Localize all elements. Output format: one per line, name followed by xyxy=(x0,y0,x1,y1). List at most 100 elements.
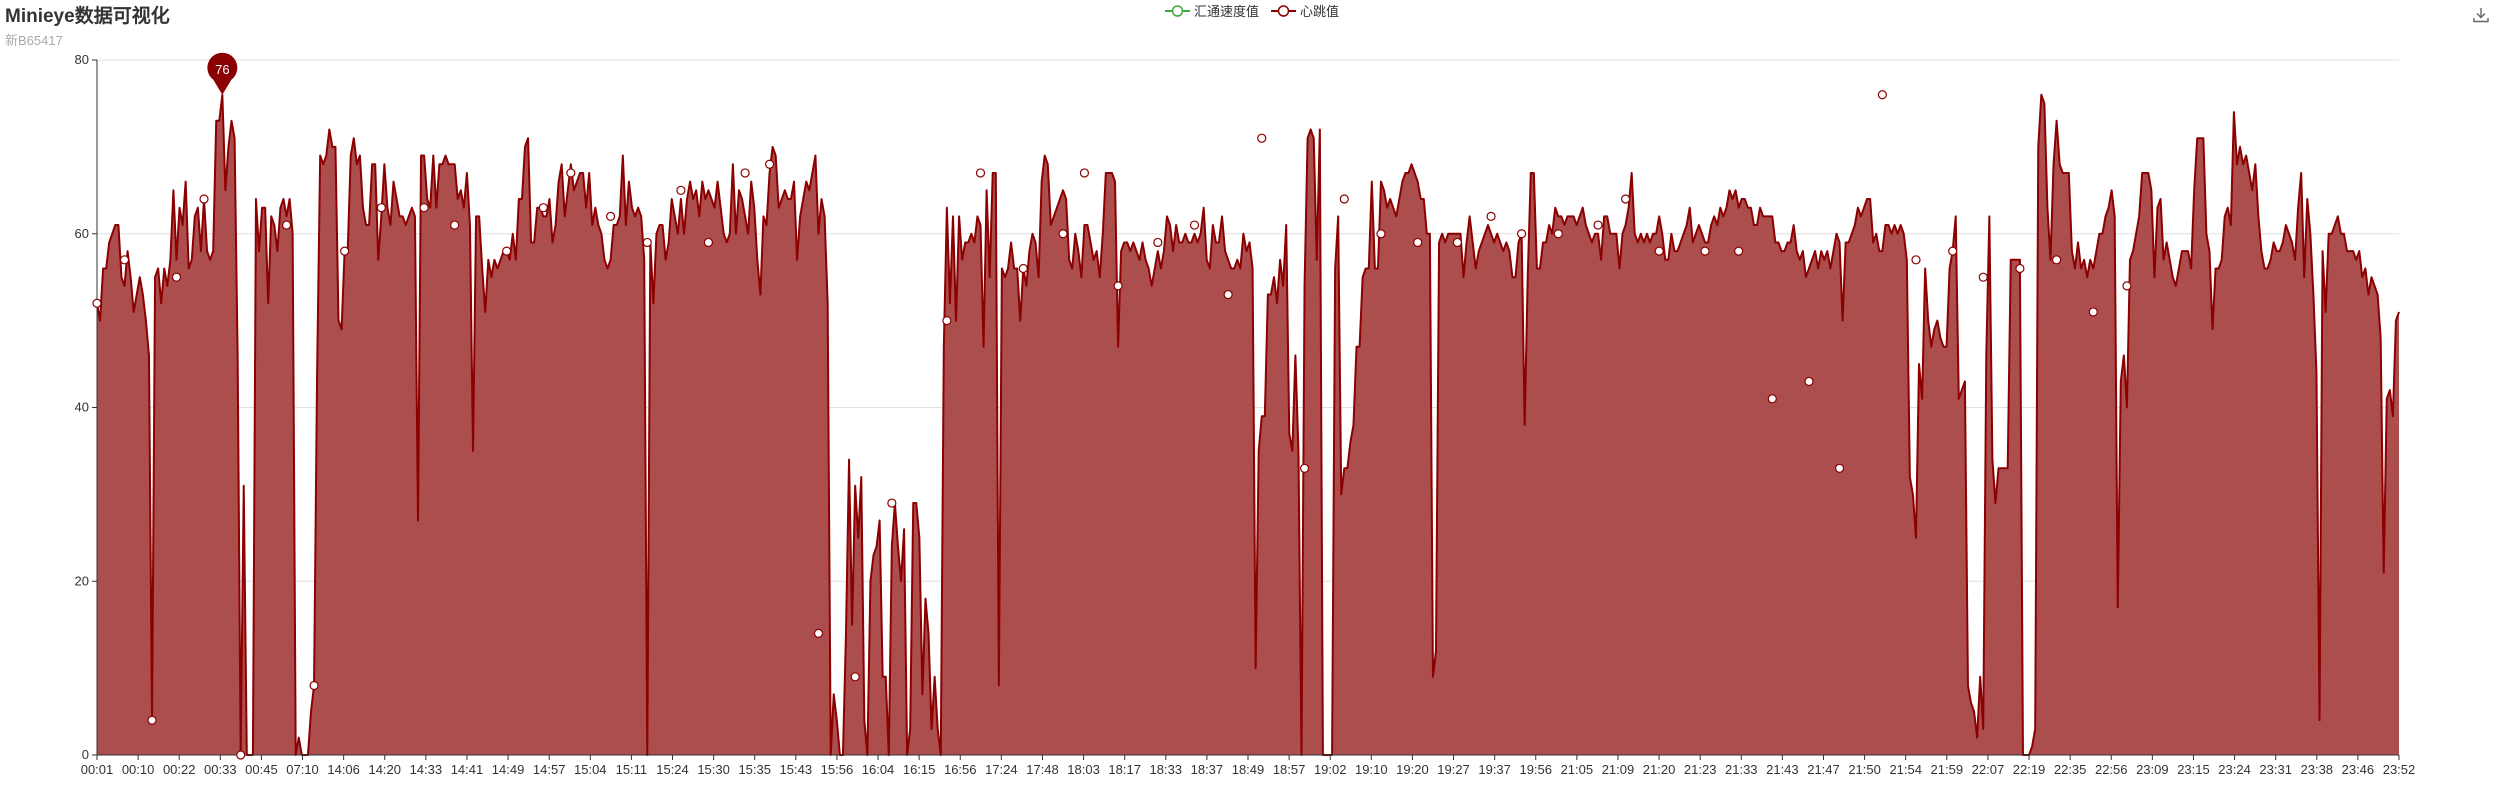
data-point-marker[interactable] xyxy=(942,316,952,326)
x-tick-label: 18:57 xyxy=(1273,762,1306,777)
legend-item-heartbeat[interactable]: 心跳值 xyxy=(1271,1,1339,20)
x-tick-label: 21:05 xyxy=(1561,762,1594,777)
x-tick-label: 23:09 xyxy=(2136,762,2169,777)
x-tick-label: 14:33 xyxy=(410,762,443,777)
data-point-marker[interactable] xyxy=(1834,463,1845,473)
x-tick-label: 21:23 xyxy=(1684,762,1717,777)
x-tick-label: 22:07 xyxy=(1972,762,2005,777)
data-point-marker[interactable] xyxy=(887,498,897,508)
data-point-marker[interactable] xyxy=(1948,246,1958,256)
x-tick-label: 23:46 xyxy=(2342,762,2375,777)
data-point-marker[interactable] xyxy=(1877,90,1887,100)
data-point-marker[interactable] xyxy=(1804,376,1814,387)
data-point-marker[interactable] xyxy=(1620,194,1631,204)
x-tick-label: 14:20 xyxy=(368,762,401,777)
x-tick-label: 00:01 xyxy=(81,762,114,777)
data-point-marker[interactable] xyxy=(119,255,130,265)
data-point-marker[interactable] xyxy=(566,168,576,178)
data-point-marker[interactable] xyxy=(605,211,616,221)
data-point-marker[interactable] xyxy=(2052,255,2062,265)
download-button[interactable] xyxy=(2472,6,2490,29)
y-tick-label: 40 xyxy=(75,400,89,415)
data-point-marker[interactable] xyxy=(1299,463,1310,473)
data-point-marker[interactable] xyxy=(199,194,209,204)
data-point-marker[interactable] xyxy=(1452,237,1463,248)
data-point-marker[interactable] xyxy=(147,715,157,725)
data-point-marker[interactable] xyxy=(1189,220,1200,230)
x-tick-label: 22:35 xyxy=(2054,762,2087,777)
x-tick-label: 16:15 xyxy=(903,762,936,777)
x-tick-label: 23:24 xyxy=(2218,762,2251,777)
data-point-marker[interactable] xyxy=(850,672,860,682)
legend-line-circle-icon xyxy=(1165,4,1190,17)
data-point-marker[interactable] xyxy=(376,203,386,213)
data-point-marker[interactable] xyxy=(703,237,714,248)
data-point-marker[interactable] xyxy=(92,298,102,308)
series-line-heartbeat xyxy=(96,93,2400,756)
x-tick-label: 18:49 xyxy=(1232,762,1265,777)
data-point-marker[interactable] xyxy=(2122,281,2132,291)
legend-label-speed: 汇通速度值 xyxy=(1194,4,1260,19)
x-tick-label: 22:56 xyxy=(2095,762,2128,777)
data-point-marker[interactable] xyxy=(1654,246,1664,256)
legend-item-speed[interactable]: 汇通速度值 xyxy=(1165,1,1259,20)
x-tick-label: 19:02 xyxy=(1314,762,1347,777)
data-point-marker[interactable] xyxy=(450,220,460,230)
data-point-marker[interactable] xyxy=(1700,246,1710,256)
data-point-marker[interactable] xyxy=(1079,168,1090,178)
data-point-marker[interactable] xyxy=(2015,263,2025,274)
data-point-marker[interactable] xyxy=(740,168,750,178)
data-point-marker[interactable] xyxy=(1223,289,1233,300)
y-tick-label: 60 xyxy=(75,226,89,241)
data-point-marker[interactable] xyxy=(236,750,246,760)
x-tick-label: 15:56 xyxy=(821,762,854,777)
data-point-marker[interactable] xyxy=(1113,281,1123,291)
data-point-marker[interactable] xyxy=(419,203,429,213)
x-tick-label: 14:49 xyxy=(492,762,525,777)
data-point-marker[interactable] xyxy=(171,272,182,282)
x-tick-label: 15:24 xyxy=(656,762,689,777)
data-point-marker[interactable] xyxy=(1978,272,1988,282)
data-point-marker[interactable] xyxy=(1339,194,1349,204)
x-tick-label: 19:20 xyxy=(1396,762,1429,777)
data-point-marker[interactable] xyxy=(281,220,292,230)
x-tick-label: 23:38 xyxy=(2301,762,2334,777)
data-point-marker[interactable] xyxy=(1593,220,1603,230)
x-tick-label: 14:41 xyxy=(451,762,484,777)
x-tick-label: 16:04 xyxy=(862,762,895,777)
data-point-marker[interactable] xyxy=(1376,229,1386,239)
x-tick-label: 19:27 xyxy=(1437,762,1470,777)
data-point-marker[interactable] xyxy=(676,185,686,195)
y-tick-label: 80 xyxy=(75,52,89,67)
data-point-marker[interactable] xyxy=(1413,237,1423,248)
series-area-layer xyxy=(96,93,2400,756)
x-tick-label: 15:04 xyxy=(574,762,607,777)
data-point-marker[interactable] xyxy=(813,628,824,638)
x-tick-label: 21:59 xyxy=(1931,762,1964,777)
x-tick-label: 07:10 xyxy=(286,762,319,777)
chart-subtitle: 新B65417 xyxy=(5,33,63,48)
data-point-marker[interactable] xyxy=(1553,229,1563,239)
data-point-marker[interactable] xyxy=(764,159,775,169)
data-point-marker[interactable] xyxy=(975,168,986,178)
data-point-marker[interactable] xyxy=(1058,229,1068,239)
x-tick-label: 23:31 xyxy=(2259,762,2292,777)
data-point-marker[interactable] xyxy=(1257,133,1267,143)
data-point-marker[interactable] xyxy=(1018,263,1028,274)
data-point-marker[interactable] xyxy=(642,237,652,248)
data-point-marker[interactable] xyxy=(1517,229,1527,239)
max-value-pin xyxy=(207,52,238,95)
data-point-marker[interactable] xyxy=(502,246,512,256)
data-point-marker[interactable] xyxy=(340,246,350,256)
data-point-marker[interactable] xyxy=(538,203,548,213)
data-point-marker[interactable] xyxy=(1911,255,1921,265)
data-point-marker[interactable] xyxy=(1153,237,1163,248)
x-tick-label: 15:11 xyxy=(616,762,648,777)
data-point-marker[interactable] xyxy=(1486,211,1496,221)
data-point-marker[interactable] xyxy=(2088,307,2098,317)
x-tick-label: 21:50 xyxy=(1848,762,1881,777)
data-point-marker[interactable] xyxy=(1734,246,1744,256)
data-point-marker[interactable] xyxy=(1767,394,1777,404)
data-point-marker[interactable] xyxy=(309,680,319,691)
